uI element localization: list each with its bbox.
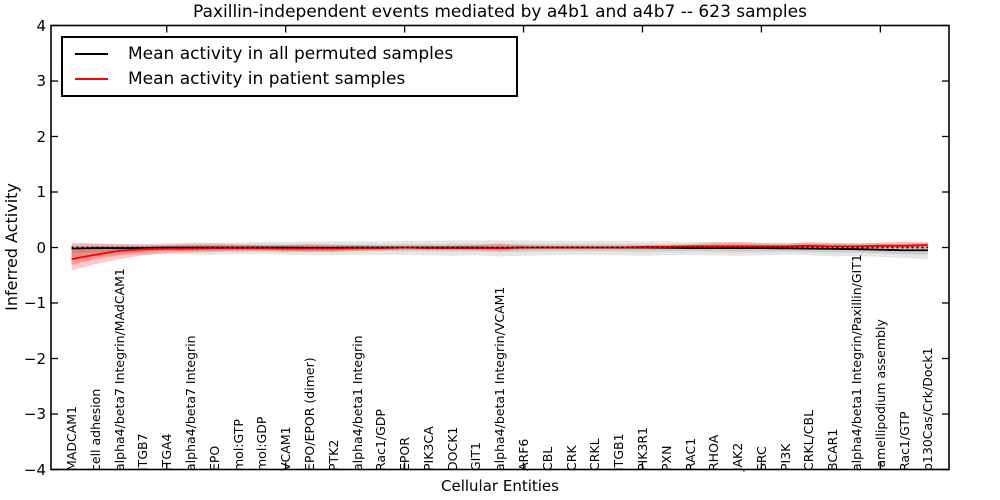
category-label: RAC1 (682, 437, 698, 471)
category-label: alpha4/beta1 Integrin/VCAM1 (492, 286, 508, 471)
legend-label-patient: Mean activity in patient samples (128, 69, 406, 90)
category-label: VCAM1 (278, 426, 294, 471)
category-label: alpha4/beta7 Integrin/MAdCAM1 (111, 268, 127, 471)
category-label: alpha4/beta7 Integrin (183, 335, 199, 471)
category-label: alpha4/beta1 Integrin/Paxillin/GIT1 (849, 254, 865, 471)
legend-label-permuted: Mean activity in all permuted samples (128, 43, 454, 64)
category-label: SRC (753, 446, 769, 471)
category-label: EPO (206, 445, 222, 471)
y-tick-label: 4 (36, 16, 46, 35)
category-label: Rac1/GDP (373, 409, 389, 471)
legend-entry-patient: Mean activity in patient samples (75, 69, 516, 89)
y-tick-label: −3 (23, 405, 46, 423)
category-label: CRK (563, 445, 579, 471)
x-axis-label: Cellular Entities (441, 477, 559, 495)
category-label: CRKL/CBL (801, 409, 817, 471)
category-label: PTK2 (325, 439, 341, 471)
category-label: RHOA (706, 434, 722, 471)
category-label: BCAR1 (825, 428, 841, 471)
legend: Mean activity in all permuted samples Me… (61, 36, 518, 97)
category-label: cell adhesion (87, 388, 103, 471)
y-tick-label: 1 (36, 183, 46, 201)
category-label: ITGB7 (135, 433, 151, 471)
category-label: ARF6 (516, 438, 532, 471)
category-label: DOCK1 (444, 426, 460, 471)
chart-title: Paxillin-independent events mediated by … (193, 2, 807, 22)
category-label: mol:GDP (254, 416, 270, 471)
y-tick-label: 0 (36, 238, 46, 257)
category-label: ITGA4 (159, 433, 175, 471)
category-label: PXN (658, 445, 674, 471)
category-label: alpha4/beta1 Integrin (349, 335, 365, 471)
category-label: PI3K (777, 443, 793, 471)
category-label: JAK2 (730, 442, 746, 471)
category-label: Rac1/GTP (896, 411, 912, 471)
y-tick-label: −1 (23, 294, 46, 312)
y-tick-label: −4 (23, 460, 46, 479)
category-label: CBL (539, 446, 555, 471)
band-outer-0 (71, 240, 928, 260)
y-tick-label: 3 (36, 72, 46, 90)
category-label: EPOR (397, 437, 413, 471)
category-label: PIK3R1 (634, 426, 650, 471)
category-label: CRKL (587, 438, 603, 471)
category-label: PIK3CA (420, 426, 436, 471)
category-label: ITGB1 (611, 433, 627, 471)
patient-line-swatch-icon (75, 78, 108, 81)
y-tick-label: −2 (23, 349, 46, 368)
legend-entry-permuted: Mean activity in all permuted samples (75, 44, 516, 64)
category-label: GIT1 (468, 442, 484, 471)
category-label: lamellipodium assembly (872, 319, 888, 471)
y-tick-label: 2 (36, 127, 46, 146)
category-label: EPO/EPOR (dimer) (301, 357, 317, 471)
category-label: mol:GTP (230, 419, 246, 471)
permuted-line-swatch-icon (75, 52, 108, 55)
category-label: p130Cas/Crk/Dock1 (920, 347, 936, 471)
category-label: MADCAM1 (64, 406, 80, 471)
mean-line-1 (71, 244, 928, 261)
